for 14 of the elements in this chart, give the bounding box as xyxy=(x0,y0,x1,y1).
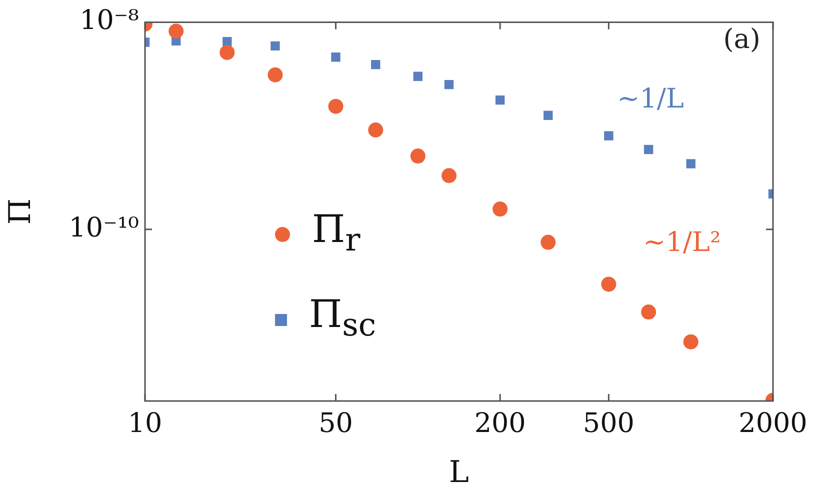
annotation: ∼1/L² xyxy=(643,226,721,258)
legend-label: Π$_{sc}$ xyxy=(309,291,376,346)
y-axis-title: Π xyxy=(2,198,38,225)
y-tick-label: 10⁻⁸ xyxy=(80,5,140,36)
x-axis-title: L xyxy=(449,454,470,490)
legend-label: Π$_{r}$ xyxy=(312,206,360,260)
x-tick-label: 50 xyxy=(318,408,353,440)
x-tick-label: 2000 xyxy=(738,408,808,440)
annotation: (a) xyxy=(723,24,760,56)
annotation: ∼1/L xyxy=(617,84,684,115)
x-tick-label: 10 xyxy=(128,408,162,440)
x-tick-label: 500 xyxy=(582,408,634,440)
y-tick-label: 10⁻¹⁰ xyxy=(68,212,140,244)
x-tick-label: 200 xyxy=(474,408,526,440)
